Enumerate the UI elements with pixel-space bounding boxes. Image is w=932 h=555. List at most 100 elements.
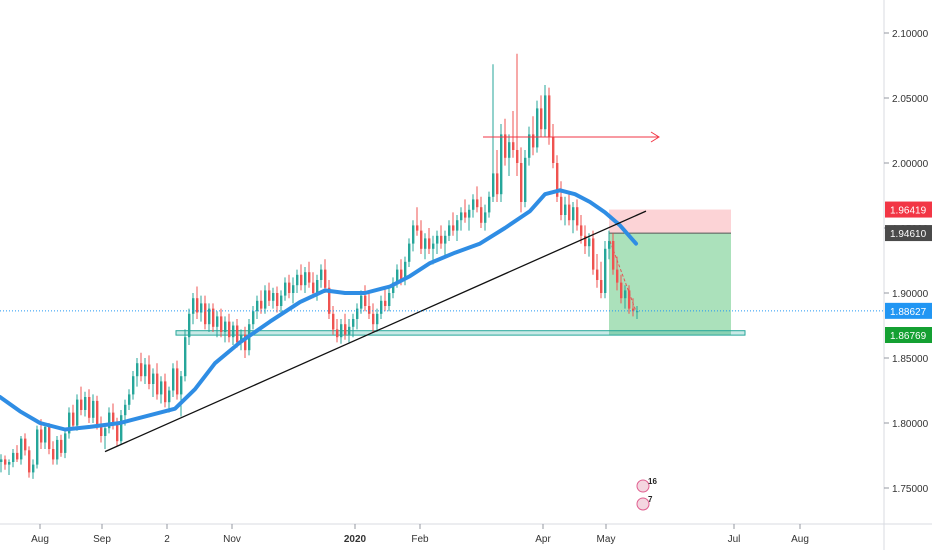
candle-body [448,225,451,236]
candle-body [388,293,391,306]
candle-body [544,95,547,130]
y-tick-label: 1.85000 [892,354,929,365]
candle-body [352,319,355,327]
x-tick-label: May [597,534,616,545]
time-axis[interactable]: Aug Sep 2 Nov 2020 Feb Apr May Jul Aug [31,524,809,545]
candle-body [480,207,483,223]
candle-body [476,199,479,208]
candle-body [232,325,235,338]
candle-body [296,274,299,286]
candle-body [180,376,183,395]
x-tick-label: Apr [535,534,551,545]
candle-body [220,316,223,332]
candle-body [452,225,455,231]
candle-body [324,269,327,288]
candle-body [584,235,587,247]
candle-body [540,108,543,130]
candle-body [624,290,627,299]
candle-body [416,225,419,231]
candle-body [208,308,211,325]
price-label-box [885,327,932,344]
price-label-box [885,302,932,319]
candle-body [548,95,551,137]
candle-body [444,235,447,244]
price-label-text: 1.86769 [890,331,927,342]
candle-body [244,334,247,351]
candle-body [384,300,387,306]
price-label-text: 1.88627 [890,307,927,318]
price-label-box [885,225,932,242]
candle-body [88,397,91,418]
candle-body [560,196,563,215]
candle-body [508,142,511,158]
candle-body [224,321,227,332]
candle-body [256,300,259,312]
x-tick-label: Nov [223,534,241,545]
position-zones [175,209,746,336]
price-label-text: 1.94610 [890,229,927,240]
candle-body [288,282,291,293]
candle-body [200,303,203,313]
candle-body [436,235,439,244]
candle-body [304,272,307,286]
candle-body [144,364,147,377]
candle-body [196,298,199,313]
candle-body [348,326,351,335]
candle-body [96,400,99,426]
candle-body [176,368,179,395]
candle-body [280,295,283,306]
candle-body [532,134,535,148]
candle-body [156,373,159,395]
candle-body [464,212,467,218]
x-tick-label: 2 [164,534,170,545]
candle-body [572,207,575,221]
candle-body [528,134,531,158]
x-tick-label: Sep [93,534,111,545]
candle-body [340,324,343,338]
candle-body [8,462,11,465]
candle-body [0,459,3,462]
candle-body [12,452,15,462]
candle-body [600,280,603,293]
moving-average-line [0,188,638,432]
candle-body [376,313,379,325]
event-badges[interactable]: 16 7 [636,477,657,511]
candle-body [76,399,79,426]
candle-body [120,415,123,442]
candle-body [492,173,495,197]
candle-body [24,438,27,451]
candle-body [608,241,611,249]
event-flag-icon[interactable] [636,479,650,493]
candle-body [404,261,407,280]
candle-body [524,157,527,202]
x-tick-label: Feb [411,534,429,545]
event-flag-icon[interactable] [636,497,650,511]
candle-body [424,238,427,249]
profit-target-zone [609,233,731,336]
candle-body [268,290,271,301]
candle-body [204,303,207,325]
candle-body [28,450,31,473]
candle-body [52,449,55,460]
stop-loss-zone [609,209,731,234]
candle-body [60,439,63,453]
candle-body [392,282,395,293]
x-tick-label: Aug [31,534,49,545]
price-label-box [885,201,932,218]
candle-body [164,381,167,403]
candle-body [364,295,367,306]
candle-body [292,285,295,293]
candle-body [148,364,151,384]
candle-body [192,298,195,314]
candle-body [460,212,463,221]
candle-body [260,300,263,309]
candle-body [16,452,19,460]
candlestick-series [0,53,639,479]
candle-body [188,313,191,338]
candle-body [360,295,363,309]
event-count-label: 16 [648,477,657,486]
projection-path [609,240,637,312]
trendline[interactable] [104,210,647,453]
